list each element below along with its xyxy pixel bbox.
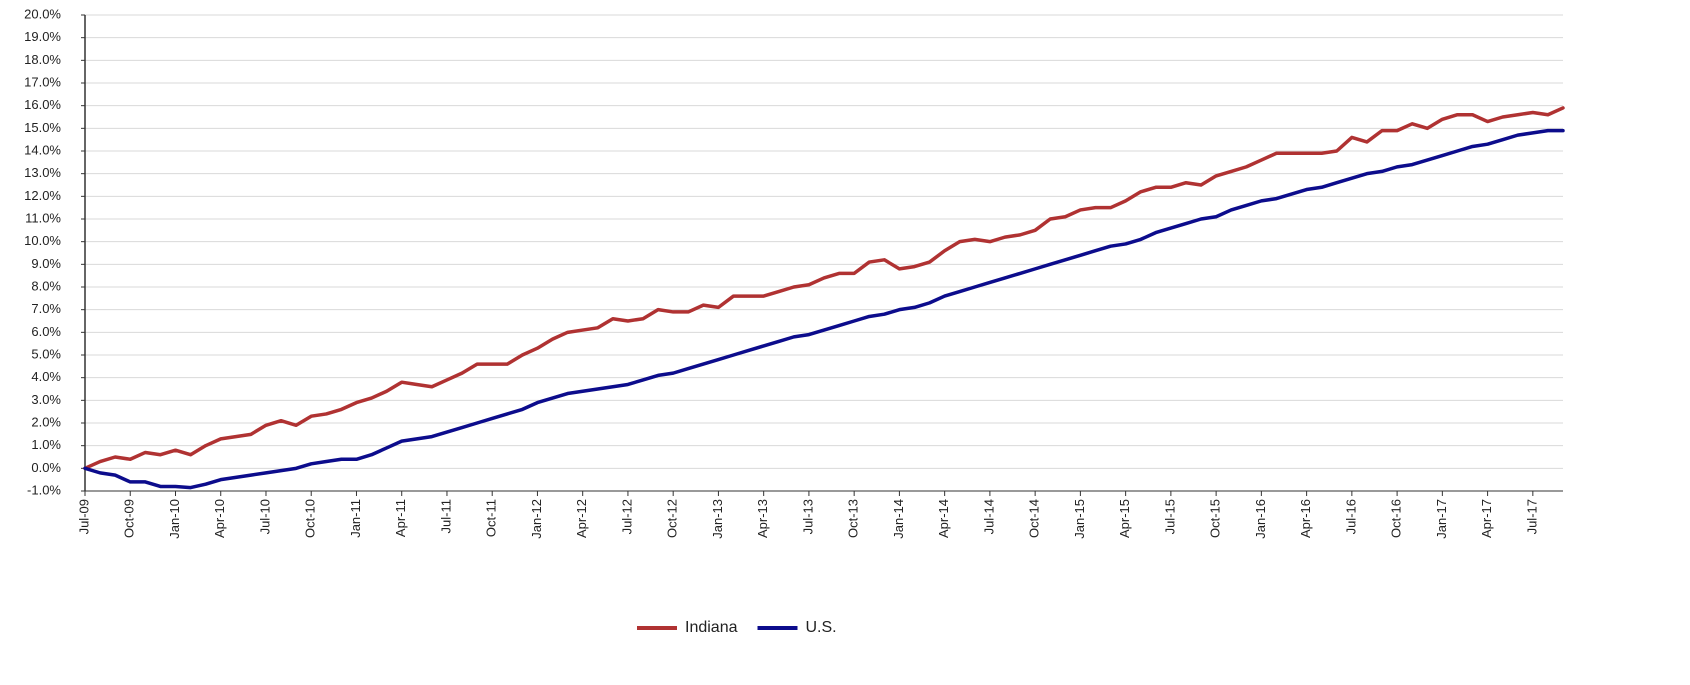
x-tick-label: Jan-10 <box>167 499 182 539</box>
y-tick-label: 7.0% <box>31 301 61 316</box>
x-tick-label: Apr-10 <box>212 499 227 538</box>
y-tick-label: 1.0% <box>31 437 61 452</box>
x-tick-label: Jan-15 <box>1072 499 1087 539</box>
x-tick-label: Jul-17 <box>1524 499 1539 534</box>
y-tick-label: 17.0% <box>24 74 61 89</box>
series-line <box>83 128 1565 490</box>
y-tick-label: 13.0% <box>24 165 61 180</box>
y-tick-label: 0.0% <box>31 460 61 475</box>
y-tick-label: 16.0% <box>24 97 61 112</box>
x-tick-label: Jan-13 <box>710 499 725 539</box>
y-tick-label: 3.0% <box>31 392 61 407</box>
x-tick-label: Oct-16 <box>1389 499 1404 538</box>
x-tick-label: Jan-14 <box>891 499 906 539</box>
x-tick-label: Oct-13 <box>846 499 861 538</box>
x-tick-label: Apr-15 <box>1117 499 1132 538</box>
x-tick-label: Apr-14 <box>936 499 951 538</box>
y-tick-label: 5.0% <box>31 346 61 361</box>
y-tick-label: 2.0% <box>31 414 61 429</box>
x-tick-label: Oct-09 <box>122 499 137 538</box>
x-tick-label: Jul-13 <box>800 499 815 534</box>
series-line <box>83 106 1565 471</box>
y-tick-label: 4.0% <box>31 369 61 384</box>
x-tick-label: Oct-15 <box>1208 499 1223 538</box>
x-tick-label: Jan-16 <box>1253 499 1268 539</box>
y-tick-label: 11.0% <box>25 210 61 225</box>
x-tick-label: Jul-11 <box>438 499 453 533</box>
x-tick-label: Apr-17 <box>1479 499 1494 538</box>
x-tick-label: Apr-16 <box>1298 499 1313 538</box>
x-tick-label: Jan-17 <box>1434 499 1449 539</box>
y-tick-label: 20.0% <box>24 6 61 21</box>
x-tick-label: Jul-10 <box>257 499 272 534</box>
y-tick-label: 6.0% <box>31 324 61 339</box>
x-tick-label: Jul-16 <box>1343 499 1358 534</box>
x-tick-label: Jul-15 <box>1162 499 1177 534</box>
x-tick-label: Jan-11 <box>348 499 363 538</box>
x-tick-label: Jul-09 <box>76 499 91 534</box>
x-tick-label: Jul-14 <box>981 499 996 534</box>
legend-label: Indiana <box>685 619 738 636</box>
x-tick-label: Apr-11 <box>393 499 408 537</box>
y-tick-label: 19.0% <box>24 29 61 44</box>
legend: Indiana U.S. <box>637 619 837 636</box>
legend-label: U.S. <box>806 619 837 636</box>
y-tick-label: 8.0% <box>31 278 61 293</box>
x-tick-label: Apr-12 <box>574 499 589 538</box>
x-tick-label: Jan-12 <box>529 499 544 539</box>
x-tick-label: Oct-11 <box>484 499 499 537</box>
x-tick-label: Jul-12 <box>619 499 634 534</box>
x-tick-label: Apr-13 <box>755 499 770 538</box>
y-tick-label: 12.0% <box>24 188 61 203</box>
x-tick-label: Oct-10 <box>303 499 318 538</box>
x-tick-label: Oct-12 <box>665 499 680 538</box>
y-tick-label: 9.0% <box>31 256 61 271</box>
y-tick-label: 18.0% <box>24 52 61 67</box>
x-tick-label: Oct-14 <box>1027 499 1042 538</box>
y-tick-label: 15.0% <box>24 120 61 135</box>
y-tick-label: 14.0% <box>24 142 61 157</box>
y-tick-label: 10.0% <box>24 233 61 248</box>
y-tick-label: -1.0% <box>27 482 61 497</box>
